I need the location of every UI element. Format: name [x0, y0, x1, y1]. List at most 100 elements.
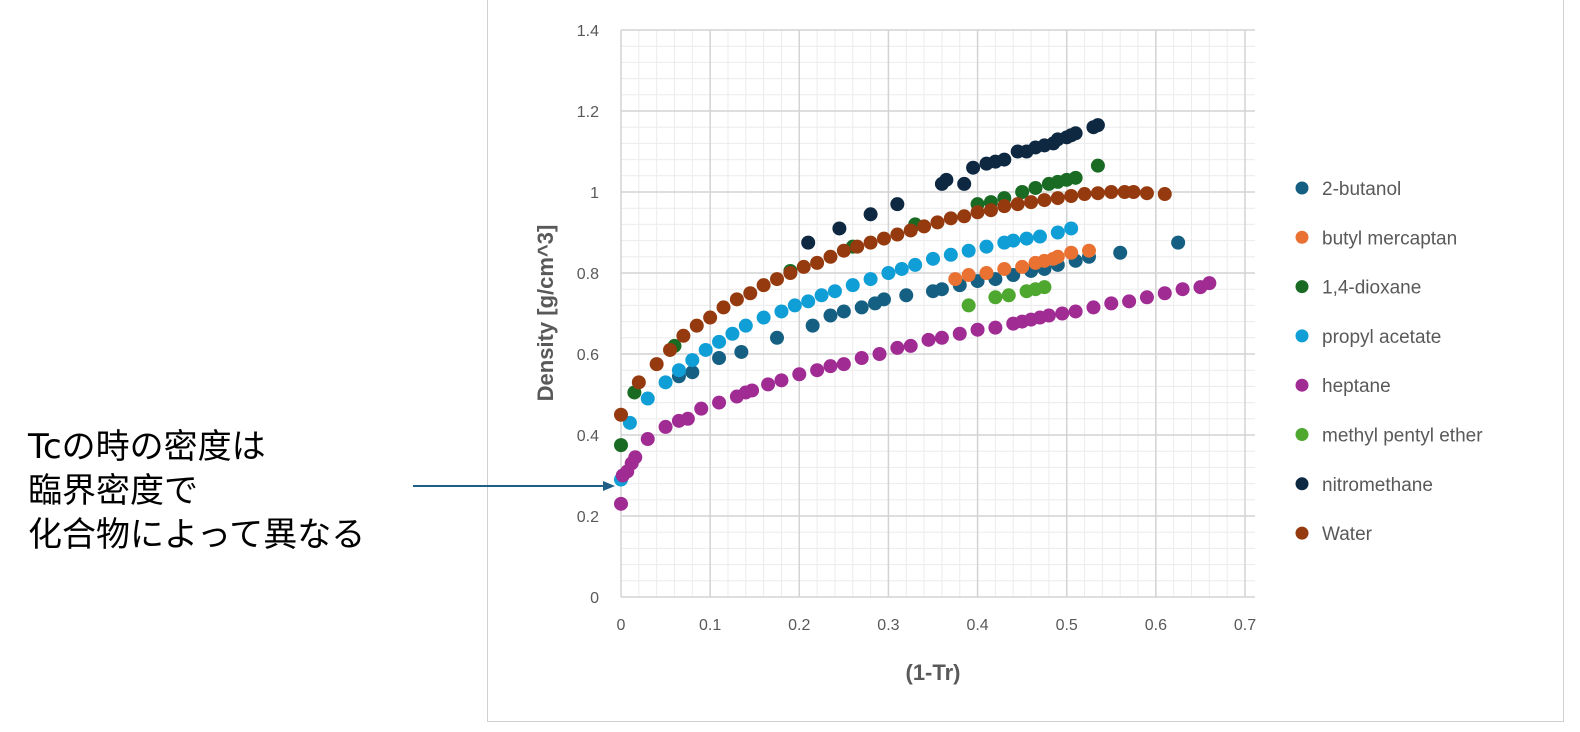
data-point	[1126, 185, 1141, 199]
data-point	[836, 243, 851, 258]
data-point	[957, 176, 972, 191]
legend-marker	[1295, 280, 1309, 294]
series-nitromethane	[801, 118, 1105, 250]
data-point	[1064, 245, 1079, 260]
data-point	[899, 288, 914, 303]
data-point	[934, 282, 949, 297]
legend: 2-butanol butyl mercaptan 1,4-dioxane propy…	[1295, 179, 1483, 545]
data-point	[680, 411, 695, 426]
legend-item: propyl acetate	[1295, 327, 1441, 348]
series-butyl-mercaptan	[948, 243, 1096, 287]
data-point	[921, 332, 936, 347]
data-point	[783, 266, 798, 280]
data-point	[832, 221, 847, 236]
data-point	[814, 288, 829, 303]
data-point	[863, 272, 878, 287]
data-point	[694, 401, 709, 416]
data-point	[850, 239, 865, 254]
data-point	[614, 496, 628, 511]
data-point	[725, 326, 740, 341]
data-point	[1068, 304, 1083, 319]
legend-label: butyl mercaptan	[1322, 228, 1457, 249]
data-point	[1006, 233, 1021, 248]
data-point	[770, 330, 784, 345]
data-point	[1104, 296, 1119, 311]
data-point	[756, 310, 771, 325]
data-point	[903, 223, 918, 238]
x-tick-label: 0.1	[699, 617, 721, 634]
data-point	[1139, 290, 1154, 305]
legend-item: heptane	[1295, 376, 1391, 397]
data-point	[810, 255, 825, 270]
data-point	[614, 438, 628, 453]
y-tick-label: 0.2	[577, 509, 599, 526]
data-point	[1019, 231, 1034, 246]
data-point	[734, 344, 749, 359]
data-point	[628, 450, 643, 465]
data-point	[1068, 126, 1083, 141]
data-point	[1050, 225, 1065, 240]
data-point	[966, 160, 981, 175]
data-point	[1086, 300, 1101, 315]
data-point	[716, 300, 731, 315]
data-point	[685, 365, 700, 380]
series-propyl-acetate	[614, 221, 1079, 487]
data-point	[823, 249, 838, 264]
data-point	[823, 308, 838, 323]
series-water	[614, 185, 1172, 422]
data-point	[961, 268, 976, 283]
data-point	[1175, 282, 1190, 297]
data-point	[1104, 185, 1119, 199]
data-point	[810, 363, 825, 378]
data-point	[863, 207, 878, 222]
y-tick-label: 0.6	[577, 347, 599, 364]
data-point	[1157, 286, 1172, 301]
data-point	[796, 259, 811, 274]
data-point	[827, 284, 842, 299]
data-point	[845, 278, 860, 293]
data-point	[622, 415, 637, 430]
data-point	[988, 290, 1003, 305]
x-tick-label: 0.6	[1145, 617, 1167, 634]
data-point	[1171, 235, 1186, 250]
legend-label: nitromethane	[1322, 475, 1433, 496]
legend-label: methyl pentyl ether	[1322, 426, 1483, 447]
data-point	[872, 347, 887, 361]
data-point	[1032, 229, 1047, 244]
legend-label: 1,4-dioxane	[1322, 278, 1421, 299]
data-point	[952, 326, 967, 341]
data-point	[890, 197, 905, 212]
legend-marker	[1295, 526, 1309, 540]
data-point	[1064, 221, 1079, 236]
data-point	[774, 304, 789, 319]
data-point	[823, 359, 838, 374]
data-point	[1015, 259, 1030, 274]
data-point	[770, 272, 784, 287]
data-point	[863, 235, 878, 250]
series-methyl-pentyl-ether	[961, 280, 1052, 313]
data-point	[774, 373, 789, 388]
grid	[620, 29, 1255, 598]
x-tick-label: 0	[617, 617, 626, 634]
data-point	[712, 334, 727, 349]
data-point	[1139, 186, 1154, 201]
data-point	[1028, 180, 1043, 195]
data-point	[1010, 197, 1025, 212]
x-tick-label: 0.4	[966, 617, 988, 634]
data-point	[640, 432, 655, 447]
data-point	[698, 342, 713, 357]
legend-label: Water	[1322, 524, 1373, 545]
data-point	[961, 243, 976, 258]
legend-item: 2-butanol	[1295, 179, 1401, 200]
data-point	[787, 298, 802, 313]
data-point	[712, 395, 727, 410]
data-point	[761, 377, 776, 392]
data-point	[970, 205, 985, 220]
data-point	[894, 261, 909, 276]
y-tick-label: 1.2	[577, 104, 599, 121]
data-point	[671, 363, 686, 378]
annotation-arrow	[413, 481, 615, 491]
data-point	[854, 351, 869, 366]
data-point	[1041, 308, 1056, 323]
data-point	[1113, 245, 1128, 260]
